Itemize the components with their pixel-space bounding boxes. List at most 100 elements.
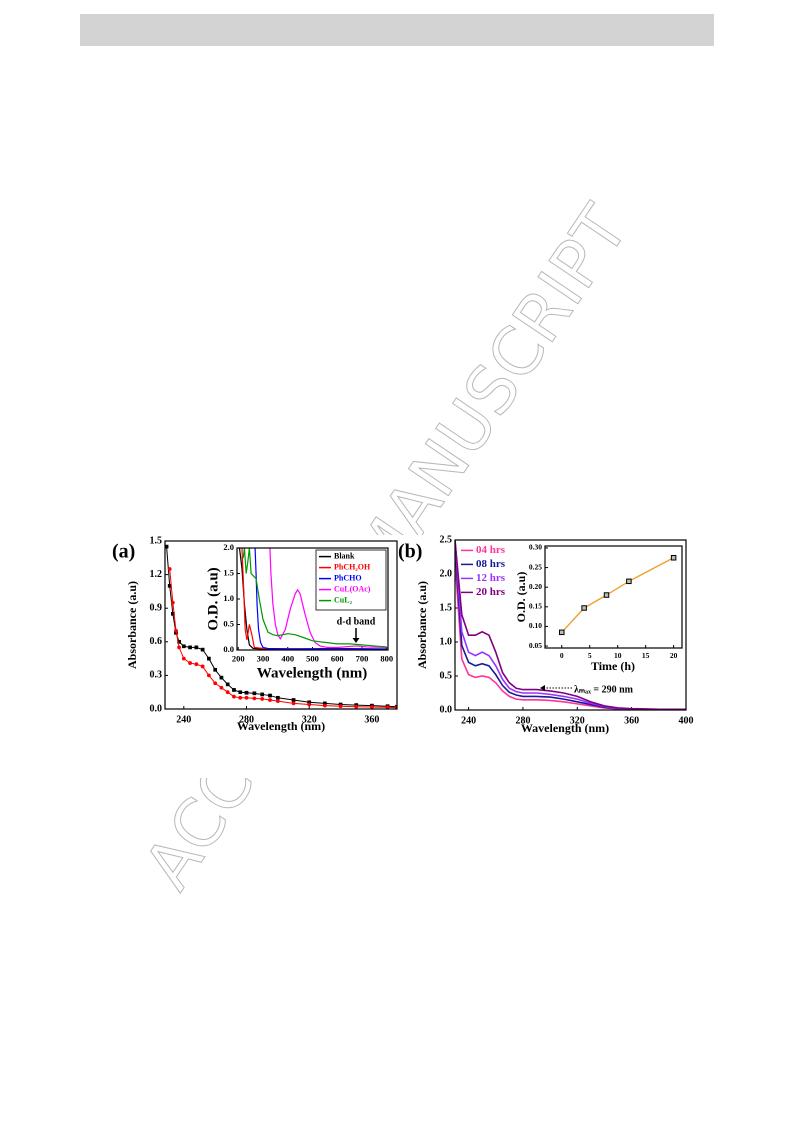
arrow-head [540, 685, 545, 691]
x-tick-label: 600 [331, 653, 344, 663]
legend-label: CuL₂ [334, 595, 353, 604]
y-axis-label: Absorbance (a.u) [415, 581, 429, 669]
marker [238, 690, 243, 695]
x-tick-label: 280 [515, 715, 530, 726]
header-bar [80, 14, 714, 46]
arrow-head [352, 638, 360, 643]
x-axis-label: Wavelength (nm) [521, 721, 609, 735]
marker [207, 656, 211, 661]
marker [268, 693, 272, 698]
x-tick-label: 0 [560, 651, 564, 660]
x-tick-label: 700 [356, 653, 369, 663]
y-tick-label: 0.25 [529, 562, 542, 571]
y-tick-label: 1.5 [440, 602, 453, 613]
marker [219, 675, 224, 680]
marker [370, 705, 374, 709]
plot-frame [164, 540, 398, 710]
marker [559, 629, 565, 636]
y-axis-label: Absorbance (a.u) [125, 581, 139, 669]
x-tick-label: 200 [232, 653, 245, 663]
y-tick-label: 1.0 [440, 636, 453, 647]
y-tick-label: 0.0 [150, 703, 163, 714]
y-tick-label: 2.0 [223, 542, 234, 552]
marker [275, 699, 280, 704]
y-tick-label: 1.5 [223, 567, 234, 577]
legend-label: 12 hrs [476, 572, 506, 584]
panel-label: (b) [398, 541, 422, 563]
series-line [166, 546, 397, 708]
marker [232, 688, 236, 692]
legend-label: 04 hrs [476, 544, 506, 556]
marker [260, 697, 265, 701]
x-axis-label: Time (h) [591, 659, 635, 673]
y-tick-label: 1.2 [150, 569, 163, 580]
marker [244, 695, 249, 700]
series-line [455, 540, 686, 710]
y-axis-label: O.D. (a.u) [514, 572, 528, 623]
marker [232, 694, 236, 699]
marker [307, 702, 312, 707]
x-tick-label: 400 [281, 653, 294, 663]
marker [194, 662, 199, 667]
legend-label: PhCH₂OH [334, 562, 371, 571]
marker [181, 644, 186, 649]
x-tick-label: 280 [239, 714, 254, 725]
marker [322, 703, 327, 708]
y-tick-label: 2.5 [440, 534, 453, 545]
marker [165, 544, 169, 549]
x-tick-label: 360 [624, 715, 639, 726]
x-tick-label: 500 [306, 653, 319, 663]
y-tick-label: 0.6 [150, 636, 163, 647]
y-tick-label: 0.0 [440, 704, 453, 715]
marker [238, 695, 243, 700]
marker [225, 682, 230, 687]
marker [200, 647, 205, 652]
x-tick-label: 240 [176, 714, 191, 725]
marker [225, 690, 230, 695]
y-tick-label: 0.15 [529, 602, 542, 611]
series-line [269, 548, 387, 649]
legend-label: PhCHO [334, 573, 362, 582]
marker [291, 701, 296, 706]
marker [213, 667, 218, 672]
inset-background [545, 546, 682, 648]
legend-label: 08 hrs [476, 558, 506, 570]
y-tick-label: 1.0 [223, 593, 234, 603]
y-tick-label: 0.5 [440, 670, 453, 681]
annotation: λₘₐₓ = 290 nm [574, 684, 634, 695]
marker [194, 645, 199, 650]
y-tick-label: 0.9 [150, 602, 163, 613]
marker [244, 690, 249, 695]
marker [219, 685, 224, 690]
x-tick-label: 240 [461, 715, 476, 726]
x-tick-label: 800 [380, 653, 393, 663]
y-tick-label: 0.20 [529, 582, 542, 591]
x-tick-label: 20 [670, 651, 678, 660]
legend-label: CuL(OAc) [334, 584, 371, 593]
annotation: d-d band [337, 616, 376, 627]
marker [170, 600, 175, 605]
marker [338, 704, 343, 709]
y-tick-label: 0.10 [529, 621, 542, 630]
marker [177, 645, 182, 650]
x-axis-label: Wavelength (nm) [257, 665, 367, 681]
marker [581, 605, 587, 611]
marker [268, 698, 272, 702]
marker [167, 567, 172, 571]
y-tick-label: 0.0 [223, 644, 234, 654]
y-tick-label: 0.3 [150, 670, 163, 681]
series-line [242, 548, 387, 648]
x-tick-label: 5 [588, 651, 592, 660]
y-tick-label: 1.5 [150, 535, 163, 546]
marker [603, 592, 610, 598]
marker [385, 705, 390, 709]
legend-label: 20 hrs [476, 586, 506, 598]
x-tick-label: 320 [302, 714, 317, 725]
x-tick-label: 320 [570, 715, 585, 726]
marker [291, 698, 296, 702]
marker [181, 656, 186, 661]
legend-label: Blank [334, 551, 355, 560]
plot-frame [544, 545, 683, 649]
y-tick-label: 2.0 [440, 568, 453, 579]
